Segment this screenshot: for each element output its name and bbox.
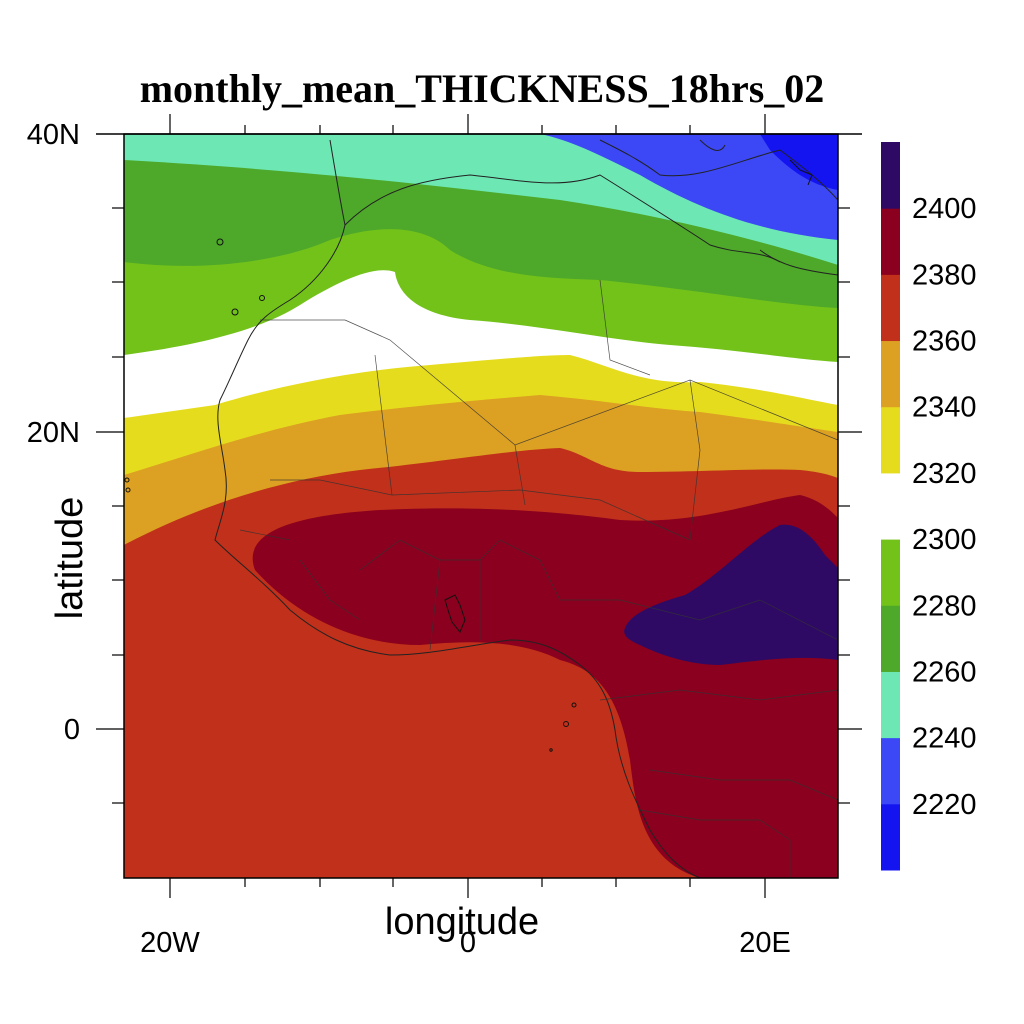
y-axis-label: latitude <box>49 497 91 620</box>
colorbar-label: 2260 <box>912 656 977 688</box>
colorbar-swatch <box>881 208 900 275</box>
colorbar: 2220 2240 2260 2280 2300 2320 2340 2360 2380 2400 <box>881 142 977 871</box>
y-tick-label: 0 <box>64 714 80 746</box>
colorbar-swatch <box>881 142 900 209</box>
x-axis-label: longitude <box>385 901 539 943</box>
colorbar-label: 2340 <box>912 392 977 424</box>
band-2220-2240 <box>540 134 838 240</box>
y-tick-label: 40N <box>27 119 80 151</box>
country-borders <box>239 279 838 878</box>
band-2380-2400 <box>252 495 838 878</box>
islands <box>124 159 813 752</box>
band-above-2400 <box>624 524 838 665</box>
colorbar-label: 2380 <box>912 259 977 291</box>
axis-ticks <box>96 114 862 898</box>
colorbar-swatch <box>881 472 900 540</box>
colorbar-label: 2300 <box>912 524 977 556</box>
x-tick-label: 20W <box>140 927 200 959</box>
colorbar-label: 2400 <box>912 193 977 225</box>
map-title: monthly_mean_THICKNESS_18hrs_02 <box>140 66 825 111</box>
colorbar-swatch <box>881 737 900 805</box>
x-tick-label: 0 <box>460 927 476 959</box>
band-below-2220 <box>760 134 838 190</box>
contour-map <box>124 134 838 878</box>
colorbar-label: 2220 <box>912 789 977 821</box>
colorbar-swatch <box>881 803 900 871</box>
colorbar-label: 2240 <box>912 723 977 755</box>
colorbar-swatch <box>881 605 900 672</box>
colorbar-label: 2280 <box>912 590 977 622</box>
colorbar-label: 2320 <box>912 458 977 490</box>
colorbar-swatch <box>881 406 900 474</box>
y-tick-label: 20N <box>27 417 80 449</box>
colorbar-swatch <box>881 539 900 606</box>
colorbar-label: 2360 <box>912 326 977 358</box>
colorbar-swatch <box>881 671 900 739</box>
colorbar-swatch <box>881 274 900 342</box>
coastlines <box>214 139 838 878</box>
colorbar-swatch <box>881 340 900 408</box>
x-tick-label: 20E <box>739 927 791 959</box>
